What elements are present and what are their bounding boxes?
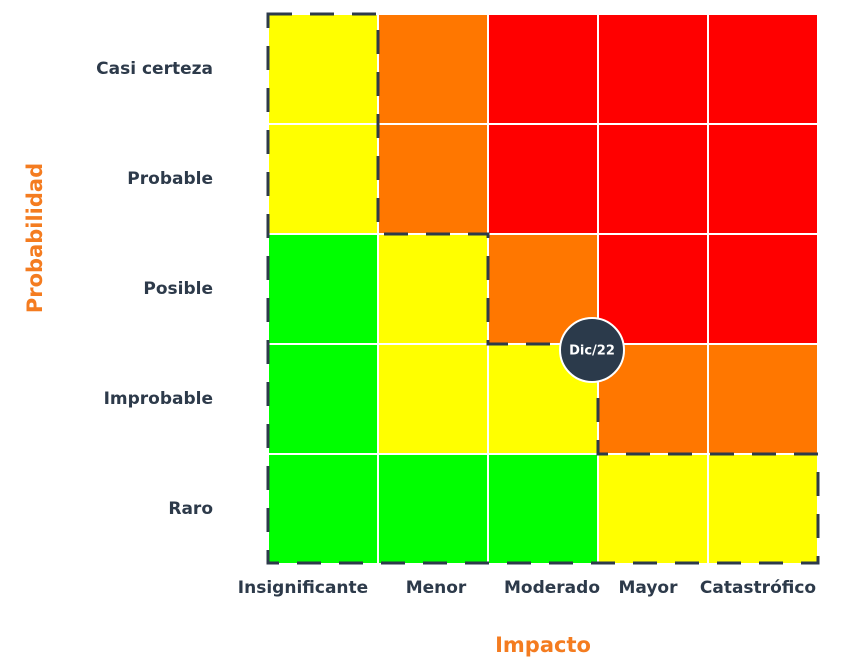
cell	[489, 15, 597, 123]
x-tick-label: Menor	[406, 578, 467, 598]
y-tick-label: Posible	[143, 279, 213, 299]
cell	[599, 125, 707, 233]
cell	[599, 15, 707, 123]
cell	[269, 15, 377, 123]
x-tick-label: Mayor	[618, 578, 678, 598]
cell	[709, 455, 817, 563]
y-axis-title: Probabilidad	[23, 163, 47, 313]
cell	[269, 235, 377, 343]
x-tick-label: Catastrófico	[700, 578, 816, 598]
cell	[599, 235, 707, 343]
cell	[379, 15, 487, 123]
cells	[269, 15, 817, 563]
cell	[379, 125, 487, 233]
marker-label: Dic/22	[569, 344, 615, 359]
cell	[489, 455, 597, 563]
cell	[709, 235, 817, 343]
cell	[379, 345, 487, 453]
cell	[599, 455, 707, 563]
cell	[269, 345, 377, 453]
cell	[269, 455, 377, 563]
cell	[489, 125, 597, 233]
cell	[379, 235, 487, 343]
cell	[709, 125, 817, 233]
y-tick-label: Raro	[168, 499, 213, 519]
x-tick-label: Moderado	[504, 578, 600, 598]
cell	[709, 15, 817, 123]
y-tick-label: Casi certeza	[96, 59, 213, 79]
cell	[709, 345, 817, 453]
marker	[559, 317, 625, 383]
cell	[269, 125, 377, 233]
x-axis-title: Impacto	[495, 633, 591, 657]
cell	[379, 455, 487, 563]
tolerance-boundary	[266, 12, 820, 565]
x-tick-label: Insignificante	[238, 578, 368, 598]
y-tick-label: Improbable	[104, 389, 213, 409]
y-tick-label: Probable	[127, 169, 213, 189]
